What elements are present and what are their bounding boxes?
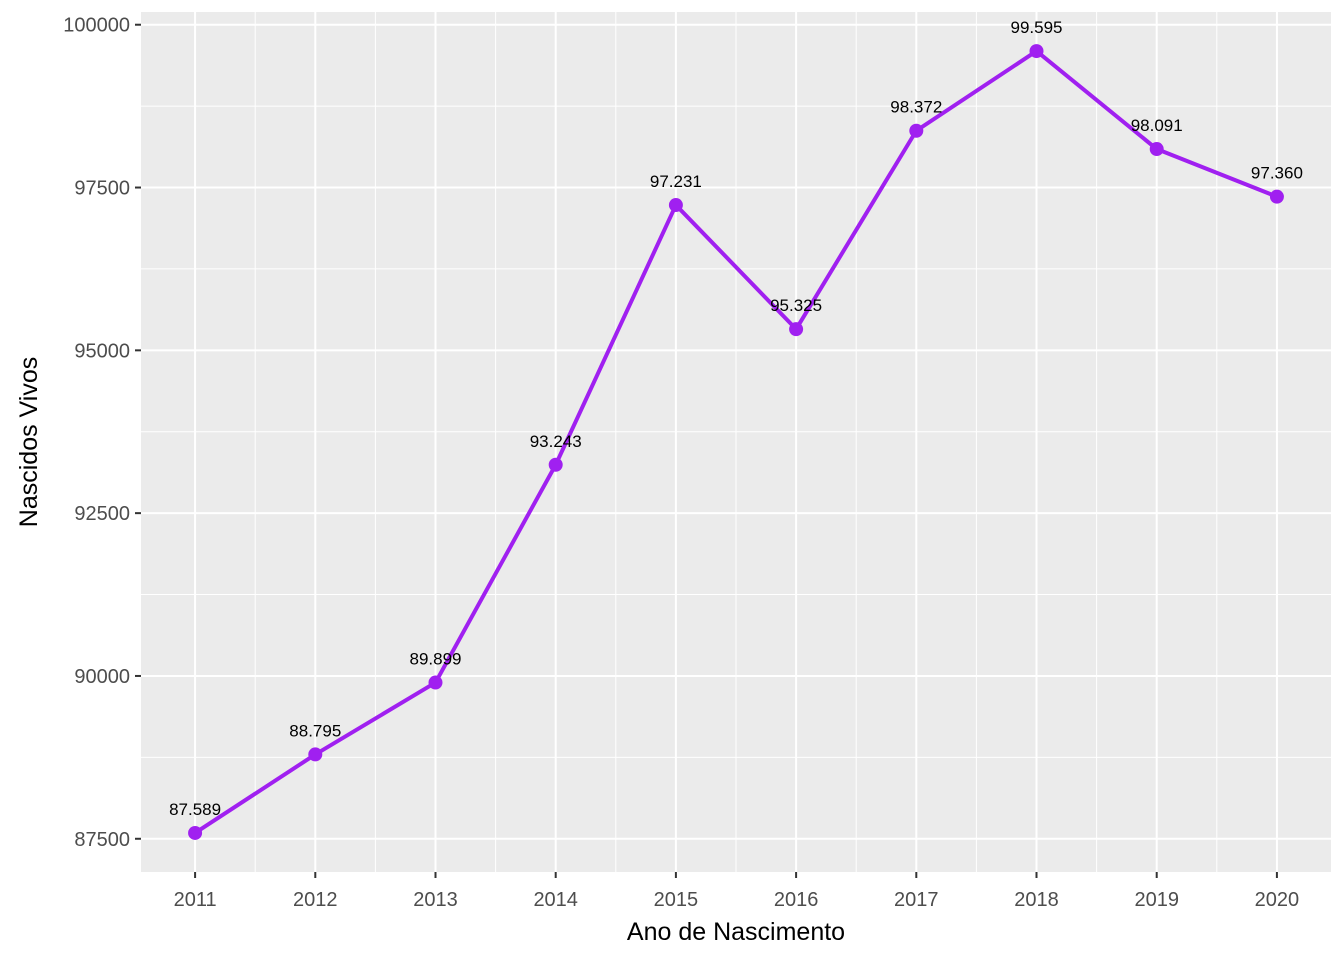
data-label: 95.325 (770, 296, 822, 315)
y-tick-label: 95000 (74, 340, 130, 362)
x-tick-label: 2020 (1255, 889, 1300, 911)
x-tick-label: 2019 (1134, 889, 1179, 911)
x-axis-title: Ano de Nascimento (627, 918, 845, 946)
data-label: 87.589 (169, 800, 221, 819)
data-label: 99.595 (1011, 18, 1063, 37)
data-point (909, 123, 924, 138)
y-tick-label: 87500 (74, 829, 130, 851)
y-tick-label: 92500 (74, 503, 130, 525)
data-label: 98.091 (1131, 116, 1183, 135)
data-point (789, 322, 804, 337)
series-nascidos-vivos (188, 44, 1284, 840)
data-point (1029, 44, 1044, 59)
data-label: 88.795 (289, 721, 341, 740)
x-axis-ticks: 2011 2012 2013 2014 2015 2016 2017 2018 2019 2020 (174, 872, 1300, 911)
x-tick-label: 2016 (774, 889, 819, 911)
series-line (193, 49, 1278, 835)
x-tick-label: 2011 (174, 889, 217, 911)
data-label: 89.899 (409, 650, 461, 669)
x-tick-label: 2017 (894, 889, 939, 911)
data-point (1149, 142, 1164, 157)
x-tick-label: 2012 (293, 889, 338, 911)
data-labels: 87.589 88.795 89.899 93.243 97.231 95.325 98.3… (169, 18, 1303, 819)
data-point (668, 198, 683, 213)
x-tick-label: 2018 (1014, 889, 1059, 911)
major-gridlines (141, 12, 1331, 872)
x-tick-label: 2015 (654, 889, 699, 911)
data-point (428, 675, 443, 690)
x-tick-label: 2014 (533, 889, 578, 911)
data-point (1269, 189, 1284, 204)
y-tick-label: 90000 (74, 666, 130, 688)
data-point (308, 747, 323, 762)
data-point (188, 825, 203, 840)
y-tick-label: 100000 (63, 15, 130, 37)
y-axis-title: Nascidos Vivos (15, 357, 43, 527)
data-label: 97.231 (650, 172, 702, 191)
data-label: 97.360 (1251, 164, 1303, 183)
y-tick-label: 97500 (74, 178, 130, 200)
minor-gridlines (141, 12, 1331, 872)
x-tick-label: 2013 (413, 889, 458, 911)
data-label: 98.372 (890, 98, 942, 117)
y-axis-ticks: 87500 90000 92500 95000 97500 100000 (63, 15, 141, 851)
data-label: 93.243 (530, 432, 582, 451)
data-point (548, 457, 563, 472)
